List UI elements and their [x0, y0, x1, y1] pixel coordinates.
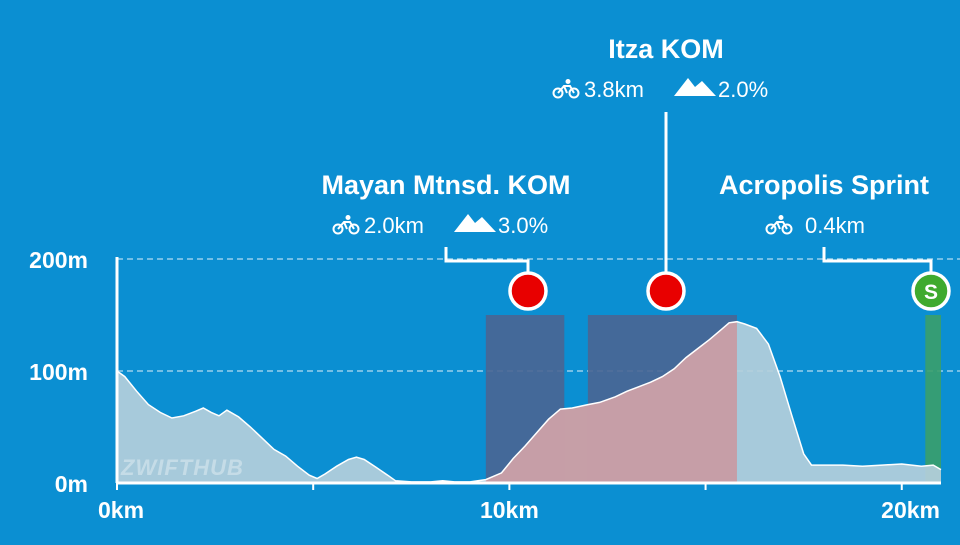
segment-gradient: 3.0% [498, 213, 548, 238]
axes: 0m 100m 200m 0km 10km 20km [29, 247, 941, 523]
segment-title: Itza KOM [608, 34, 724, 64]
bicycle-wheel [765, 223, 777, 235]
segment-distance: 3.8km [584, 77, 644, 102]
rider-head [345, 215, 351, 220]
x-tick-label: 20km [881, 497, 940, 523]
callout-leader-line [822, 247, 933, 273]
y-tick-label: 0m [55, 471, 88, 497]
bicycle-frame [770, 221, 788, 230]
bicycle-icon [332, 215, 360, 235]
sprint-band-2 [925, 315, 941, 483]
profile-layer [116, 320, 942, 483]
y-tick-label: 200m [29, 247, 88, 273]
segment-callout-0: Mayan Mtnsd. KOM 2.0km 3.0% [321, 170, 571, 311]
bicycle-frame [337, 221, 355, 230]
kom-marker [646, 271, 686, 311]
elevation-line [116, 320, 942, 483]
x-tick-label: 10km [480, 497, 539, 523]
bicycle-wheel [348, 223, 360, 235]
bicycle-icon [765, 215, 793, 235]
bicycle-wheel [332, 223, 344, 235]
segment-callout-2: Acropolis Sprint 0.4km S [719, 170, 951, 311]
x-tick-label: 0km [98, 497, 144, 523]
segment-distance: 0.4km [805, 213, 865, 238]
sprint-marker-label: S [924, 281, 938, 304]
segment-callout-1: Itza KOM 3.8km 2.0% [552, 34, 768, 311]
bicycle-wheel [568, 87, 580, 99]
sprint-marker [911, 271, 951, 311]
callout-leader-line [444, 247, 530, 273]
segment-callouts: Mayan Mtnsd. KOM 2.0km 3.0% Itza KOM 3.8km 2.… [321, 34, 951, 311]
bicycle-icon [552, 79, 580, 99]
zwifthub-watermark: ZWIFTHUB [120, 455, 244, 480]
climb-area [485, 321, 737, 483]
rider-head [778, 215, 784, 220]
mountain-icon [674, 78, 716, 96]
y-tick-label: 100m [29, 359, 88, 385]
mountain-icon [454, 214, 496, 232]
segment-gradient: 2.0% [718, 77, 768, 102]
bicycle-wheel [552, 87, 564, 99]
kom-marker [508, 271, 548, 311]
bicycle-wheel [781, 223, 793, 235]
watermark: ZWIFTHUB [120, 455, 244, 480]
rider-head [565, 79, 571, 84]
segment-title: Mayan Mtnsd. KOM [321, 170, 570, 200]
segment-distance: 2.0km [364, 213, 424, 238]
bicycle-frame [557, 85, 575, 94]
segment-title: Acropolis Sprint [719, 170, 929, 200]
